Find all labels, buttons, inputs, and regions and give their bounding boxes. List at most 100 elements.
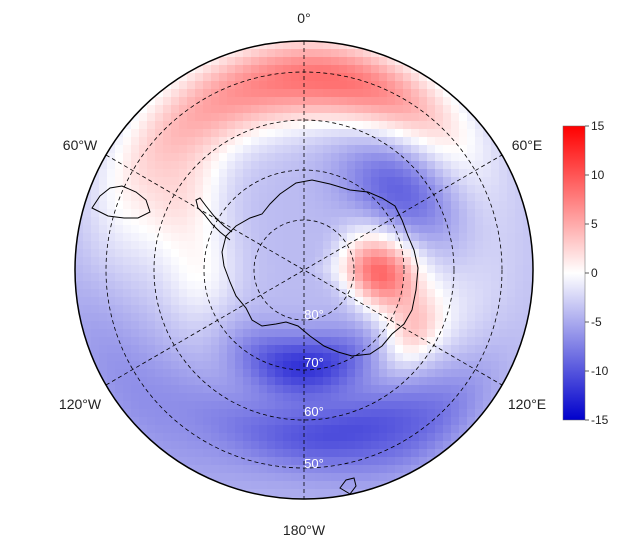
field-cell xyxy=(267,193,276,202)
field-cell xyxy=(83,217,92,226)
field-cell xyxy=(115,305,124,314)
field-cell xyxy=(467,401,476,410)
field-cell xyxy=(387,241,396,250)
field-cell xyxy=(299,473,308,482)
field-cell xyxy=(195,457,204,466)
field-cell xyxy=(123,353,132,362)
field-cell xyxy=(99,249,108,258)
field-cell xyxy=(243,457,252,466)
field-cell xyxy=(171,193,180,202)
field-cell xyxy=(395,217,404,226)
field-cell xyxy=(475,201,484,210)
field-cell xyxy=(419,201,428,210)
field-cell xyxy=(115,121,124,130)
field-cell xyxy=(339,241,348,250)
field-cell xyxy=(355,153,364,162)
field-cell xyxy=(427,433,436,442)
field-cell xyxy=(171,265,180,274)
field-cell xyxy=(83,321,92,330)
field-cell xyxy=(395,425,404,434)
field-cell xyxy=(299,273,308,282)
field-cell xyxy=(283,129,292,138)
field-cell xyxy=(211,457,220,466)
field-cell xyxy=(187,353,196,362)
field-cell xyxy=(203,273,212,282)
field-cell xyxy=(411,353,420,362)
field-cell xyxy=(139,433,148,442)
field-cell xyxy=(411,313,420,322)
field-cell xyxy=(267,161,276,170)
field-cell xyxy=(331,105,340,114)
field-cell xyxy=(523,193,532,202)
field-cell xyxy=(179,321,188,330)
field-cell xyxy=(131,281,140,290)
field-cell xyxy=(507,177,516,186)
field-cell xyxy=(123,305,132,314)
field-cell xyxy=(291,489,300,498)
field-cell xyxy=(355,265,364,274)
field-cell xyxy=(363,161,372,170)
field-cell xyxy=(251,465,260,474)
field-cell xyxy=(179,145,188,154)
field-cell xyxy=(291,441,300,450)
field-cell xyxy=(443,193,452,202)
field-cell xyxy=(219,153,228,162)
field-cell xyxy=(155,345,164,354)
field-cell xyxy=(155,369,164,378)
field-cell xyxy=(251,137,260,146)
field-cell xyxy=(211,249,220,258)
field-cell xyxy=(315,81,324,90)
field-cell xyxy=(483,177,492,186)
field-cell xyxy=(83,225,92,234)
field-cell xyxy=(147,121,156,130)
field-cell xyxy=(219,273,228,282)
field-cell xyxy=(331,457,340,466)
field-cell xyxy=(179,433,188,442)
field-cell xyxy=(243,385,252,394)
field-cell xyxy=(443,329,452,338)
field-cell xyxy=(403,97,412,106)
field-cell xyxy=(307,433,316,442)
field-cell xyxy=(187,385,196,394)
field-cell xyxy=(219,225,228,234)
field-cell xyxy=(83,241,92,250)
field-cell xyxy=(435,425,444,434)
field-cell xyxy=(123,393,132,402)
field-cell xyxy=(371,169,380,178)
field-cell xyxy=(227,257,236,266)
field-cell xyxy=(307,489,316,498)
field-cell xyxy=(419,89,428,98)
field-cell xyxy=(267,201,276,210)
field-cell xyxy=(219,281,228,290)
field-cell xyxy=(187,73,196,82)
field-cell xyxy=(307,305,316,314)
field-cell xyxy=(443,201,452,210)
field-cell xyxy=(275,393,284,402)
field-cell xyxy=(347,241,356,250)
field-cell xyxy=(187,193,196,202)
field-cell xyxy=(387,401,396,410)
field-cell xyxy=(323,193,332,202)
field-cell xyxy=(387,161,396,170)
field-cell xyxy=(195,425,204,434)
field-cell xyxy=(307,353,316,362)
field-cell xyxy=(371,73,380,82)
field-cell xyxy=(467,249,476,258)
field-cell xyxy=(99,353,108,362)
field-cell xyxy=(99,329,108,338)
field-cell xyxy=(251,401,260,410)
field-cell xyxy=(91,337,100,346)
field-cell xyxy=(131,385,140,394)
field-cell xyxy=(459,305,468,314)
field-cell xyxy=(299,449,308,458)
field-cell xyxy=(131,113,140,122)
field-cell xyxy=(379,217,388,226)
field-cell xyxy=(203,417,212,426)
field-cell xyxy=(267,313,276,322)
field-cell xyxy=(347,337,356,346)
field-cell xyxy=(499,265,508,274)
field-cell xyxy=(387,313,396,322)
field-cell xyxy=(211,329,220,338)
field-cell xyxy=(139,313,148,322)
field-cell xyxy=(99,345,108,354)
